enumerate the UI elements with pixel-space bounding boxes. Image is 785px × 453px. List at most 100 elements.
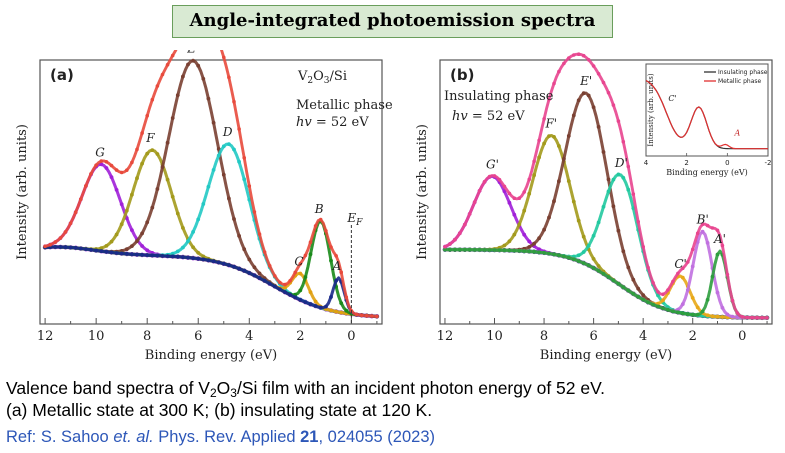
total-fit-curve-a-point bbox=[237, 127, 241, 131]
component-b-Fp-point bbox=[552, 135, 556, 139]
component-a-E-point bbox=[130, 244, 134, 249]
total-fit-curve-b-point bbox=[725, 272, 730, 277]
component-a-B-point bbox=[308, 252, 313, 257]
component-a-E-point bbox=[181, 74, 185, 79]
component-a-C-point bbox=[313, 299, 318, 304]
total-fit-curve-b-point bbox=[596, 72, 601, 76]
component-b-Gp-point bbox=[507, 200, 512, 205]
total-fit-curve-b-point bbox=[661, 292, 665, 297]
component-b-Ap-point bbox=[581, 261, 586, 265]
total-fit-curve-a-point bbox=[273, 274, 277, 278]
total-fit-curve-b-point bbox=[745, 315, 749, 320]
caption-sub1: 2 bbox=[209, 386, 217, 400]
total-fit-curve-b-point bbox=[477, 189, 482, 193]
total-fit-curve-b-point bbox=[735, 311, 740, 315]
component-a-A-point bbox=[303, 300, 308, 304]
peak-label-b-2: E' bbox=[579, 74, 592, 88]
total-fit-curve-a-point bbox=[344, 295, 349, 299]
total-fit-curve-b-point bbox=[686, 260, 690, 264]
total-fit-curve-a-point bbox=[247, 184, 252, 188]
total-fit-curve-b-point bbox=[631, 192, 636, 196]
component-a-A-point bbox=[73, 246, 78, 250]
total-fit-curve-b-point bbox=[606, 90, 611, 95]
component-a-E-point bbox=[191, 58, 196, 63]
total-fit-curve-a-point bbox=[364, 313, 369, 318]
inset-label-c: C' bbox=[668, 94, 676, 103]
total-fit-curve-a-point bbox=[232, 99, 236, 104]
x-tick-label-a-5: 2 bbox=[296, 329, 304, 344]
x-tick-label-b-1: 10 bbox=[486, 329, 503, 344]
component-a-E-point bbox=[135, 239, 139, 244]
total-fit-curve-a-point bbox=[140, 131, 144, 135]
component-b-Ep-point bbox=[571, 113, 576, 118]
y-axis-label-b: Intensity (arb. units) bbox=[415, 124, 430, 260]
energy-val-a: = 52 eV bbox=[312, 115, 370, 130]
sample-part-1: 2 bbox=[307, 76, 313, 86]
component-b-Ap-point bbox=[566, 255, 571, 260]
component-a-E-point bbox=[242, 247, 247, 252]
component-b-Ap bbox=[443, 247, 769, 320]
component-b-Ep-point bbox=[576, 98, 581, 103]
total-fit-curve-a-point bbox=[308, 240, 313, 244]
component-b-Fp-point bbox=[512, 232, 517, 237]
x-tick-label-a-1: 10 bbox=[88, 329, 105, 344]
component-b-Bp-point bbox=[730, 314, 735, 319]
total-fit-curve-a-point bbox=[354, 312, 359, 317]
total-fit-curve-b-point bbox=[621, 139, 626, 144]
component-b-Bp-point bbox=[720, 305, 725, 310]
component-b-Dp-point bbox=[626, 187, 631, 192]
total-fit-curve-a-point bbox=[257, 232, 262, 236]
component-a-A-point bbox=[262, 278, 267, 283]
plot-frame-b bbox=[439, 59, 773, 325]
component-b-Ep-point bbox=[542, 227, 546, 232]
fermi-sub: F bbox=[355, 218, 363, 228]
caption-text-mid: O bbox=[216, 378, 231, 398]
component-a-F-point bbox=[175, 211, 180, 216]
component-a-C-point bbox=[329, 308, 333, 313]
peak-label-b-4: C' bbox=[674, 257, 686, 271]
component-a-E-point bbox=[206, 96, 211, 101]
panel-label-a: (a) bbox=[50, 66, 74, 84]
component-b-Ap-point bbox=[557, 253, 561, 258]
total-fit-curve-b-point bbox=[690, 247, 695, 252]
ref-rest: , 024055 (2023) bbox=[318, 428, 435, 446]
component-b-Fp-point bbox=[522, 208, 527, 213]
component-b-Ep-point bbox=[641, 293, 646, 298]
component-a-E-point bbox=[247, 257, 252, 262]
total-fit-curve-b-point bbox=[755, 315, 759, 320]
component-b-Cp-point bbox=[680, 275, 685, 280]
component-b-Ep-point bbox=[621, 249, 626, 254]
total-fit-curve-a-point bbox=[318, 217, 323, 222]
total-fit-curve-b-point bbox=[636, 219, 640, 224]
component-a-B-point bbox=[339, 301, 344, 305]
total-fit-curve-a-point bbox=[288, 279, 292, 283]
total-fit-curve-b-point bbox=[507, 191, 512, 196]
component-b-Dp-point bbox=[616, 172, 621, 177]
component-a-A-point bbox=[283, 290, 287, 294]
component-b-Ep-point bbox=[557, 179, 561, 184]
component-a-D-point bbox=[181, 245, 185, 250]
total-fit-curve-b-point bbox=[492, 174, 497, 178]
component-a-D-point bbox=[211, 168, 216, 172]
component-a-A-point bbox=[109, 250, 114, 255]
total-fit-curve-b-point bbox=[562, 61, 566, 66]
component-a-A-point bbox=[293, 295, 298, 300]
total-fit-curve-b-point bbox=[463, 222, 467, 227]
component-a-F-point bbox=[196, 250, 201, 255]
component-a-D-point bbox=[237, 159, 242, 164]
component-b-Cp-point bbox=[720, 315, 725, 319]
total-fit-curve-b-point bbox=[527, 177, 531, 182]
peak-label-a-0: G bbox=[95, 145, 105, 159]
x-tick-label-a-0: 12 bbox=[37, 329, 54, 344]
component-b-Bp-point bbox=[680, 302, 685, 306]
total-fit-curve-a-point bbox=[359, 313, 364, 318]
component-a-A-point bbox=[257, 276, 262, 280]
component-a-E-point bbox=[124, 247, 129, 252]
component-b-Fp-point bbox=[517, 222, 522, 227]
total-fit-curve-b-point bbox=[532, 159, 536, 164]
component-a-C-point bbox=[308, 290, 313, 294]
total-fit-curve-b-point bbox=[448, 242, 452, 246]
peak-label-b-5: B' bbox=[696, 213, 709, 227]
energy-annotation-a: hv = 52 eV bbox=[296, 115, 369, 130]
total-fit-curve-a-point bbox=[43, 244, 47, 249]
